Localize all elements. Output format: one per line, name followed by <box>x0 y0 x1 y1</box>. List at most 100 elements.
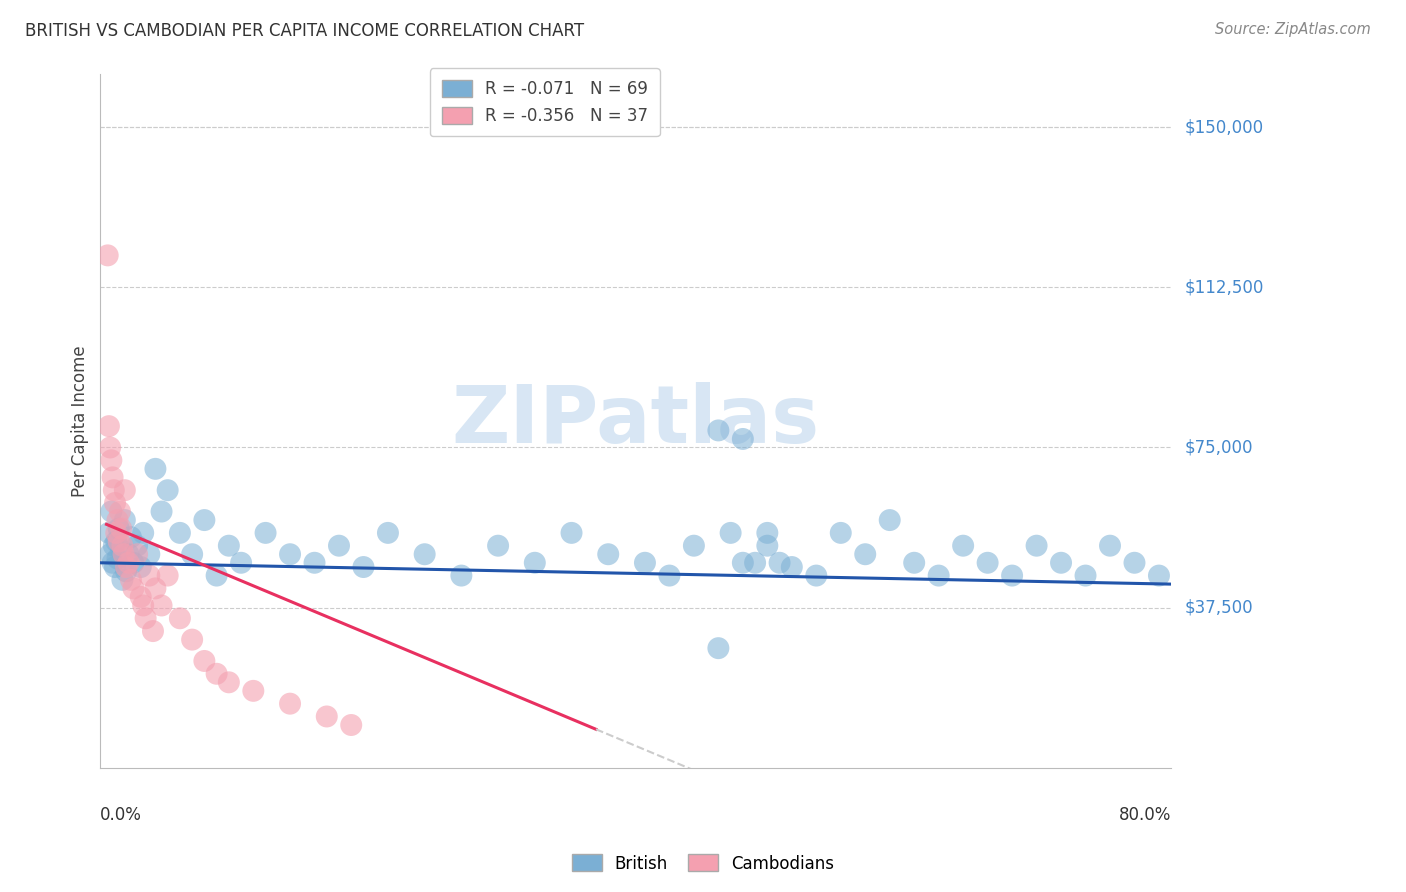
British <box>744 556 766 570</box>
British <box>768 556 790 570</box>
British <box>1050 556 1073 570</box>
Cambodians <box>114 483 136 498</box>
Legend: R = -0.071   N = 69, R = -0.356   N = 37: R = -0.071 N = 69, R = -0.356 N = 37 <box>430 69 659 136</box>
Cambodians <box>218 675 240 690</box>
British <box>169 525 191 540</box>
British <box>115 564 138 578</box>
Cambodians <box>145 582 167 596</box>
Cambodians <box>98 441 121 455</box>
British <box>111 573 134 587</box>
British <box>120 530 142 544</box>
British <box>138 547 160 561</box>
British <box>97 525 120 540</box>
Cambodians <box>107 513 129 527</box>
Cambodians <box>122 582 145 596</box>
British <box>450 568 472 582</box>
British <box>598 547 620 561</box>
British <box>720 525 742 540</box>
British <box>853 547 876 561</box>
British <box>1123 556 1146 570</box>
British <box>103 539 125 553</box>
Text: $75,000: $75,000 <box>1185 439 1254 457</box>
Cambodians <box>125 547 148 561</box>
Cambodians <box>129 590 152 604</box>
British <box>976 556 998 570</box>
Text: Source: ZipAtlas.com: Source: ZipAtlas.com <box>1215 22 1371 37</box>
British <box>229 556 252 570</box>
Cambodians <box>169 611 191 625</box>
Cambodians <box>112 547 135 561</box>
Text: 80.0%: 80.0% <box>1119 805 1171 824</box>
British <box>707 424 730 438</box>
British <box>928 568 950 582</box>
British <box>110 543 132 558</box>
Cambodians <box>104 496 127 510</box>
British <box>156 483 179 498</box>
British <box>634 556 657 570</box>
Text: BRITISH VS CAMBODIAN PER CAPITA INCOME CORRELATION CHART: BRITISH VS CAMBODIAN PER CAPITA INCOME C… <box>25 22 585 40</box>
British <box>218 539 240 553</box>
Cambodians <box>132 599 155 613</box>
British <box>107 522 129 536</box>
Cambodians <box>181 632 204 647</box>
Cambodians <box>205 666 228 681</box>
British <box>780 560 803 574</box>
British <box>132 525 155 540</box>
British <box>756 539 779 553</box>
Cambodians <box>111 539 134 553</box>
Legend: British, Cambodians: British, Cambodians <box>565 847 841 880</box>
Y-axis label: Per Capita Income: Per Capita Income <box>72 345 89 497</box>
British <box>707 641 730 656</box>
Text: $150,000: $150,000 <box>1185 119 1264 136</box>
British <box>683 539 706 553</box>
British <box>105 534 128 549</box>
Cambodians <box>103 483 125 498</box>
British <box>107 551 129 566</box>
British <box>413 547 436 561</box>
Cambodians <box>97 419 120 434</box>
Cambodians <box>101 470 124 484</box>
British <box>353 560 375 574</box>
Cambodians <box>340 718 363 732</box>
Cambodians <box>142 624 165 638</box>
British <box>181 547 204 561</box>
Cambodians <box>138 568 160 582</box>
British <box>254 525 277 540</box>
British <box>98 547 121 561</box>
British <box>1001 568 1024 582</box>
Text: $112,500: $112,500 <box>1185 278 1264 296</box>
Cambodians <box>278 697 301 711</box>
British <box>150 504 173 518</box>
Cambodians <box>315 709 337 723</box>
British <box>1147 568 1170 582</box>
British <box>145 462 167 476</box>
British <box>129 560 152 574</box>
Cambodians <box>108 504 131 518</box>
British <box>1025 539 1047 553</box>
British <box>486 539 509 553</box>
Cambodians <box>156 568 179 582</box>
British <box>658 568 681 582</box>
Cambodians <box>110 522 132 536</box>
British <box>328 539 350 553</box>
Cambodians <box>100 453 122 467</box>
Cambodians <box>97 248 120 262</box>
British <box>903 556 925 570</box>
British <box>122 556 145 570</box>
Cambodians <box>242 684 264 698</box>
British <box>731 432 754 446</box>
Text: $37,500: $37,500 <box>1185 599 1254 616</box>
Cambodians <box>120 573 142 587</box>
Text: 0.0%: 0.0% <box>100 805 142 824</box>
British <box>304 556 326 570</box>
British <box>193 513 215 527</box>
British <box>125 539 148 553</box>
Cambodians <box>107 534 129 549</box>
Cambodians <box>115 560 138 574</box>
British <box>1098 539 1121 553</box>
British <box>104 560 127 574</box>
Cambodians <box>117 556 139 570</box>
British <box>101 556 124 570</box>
British <box>830 525 852 540</box>
British <box>560 525 582 540</box>
